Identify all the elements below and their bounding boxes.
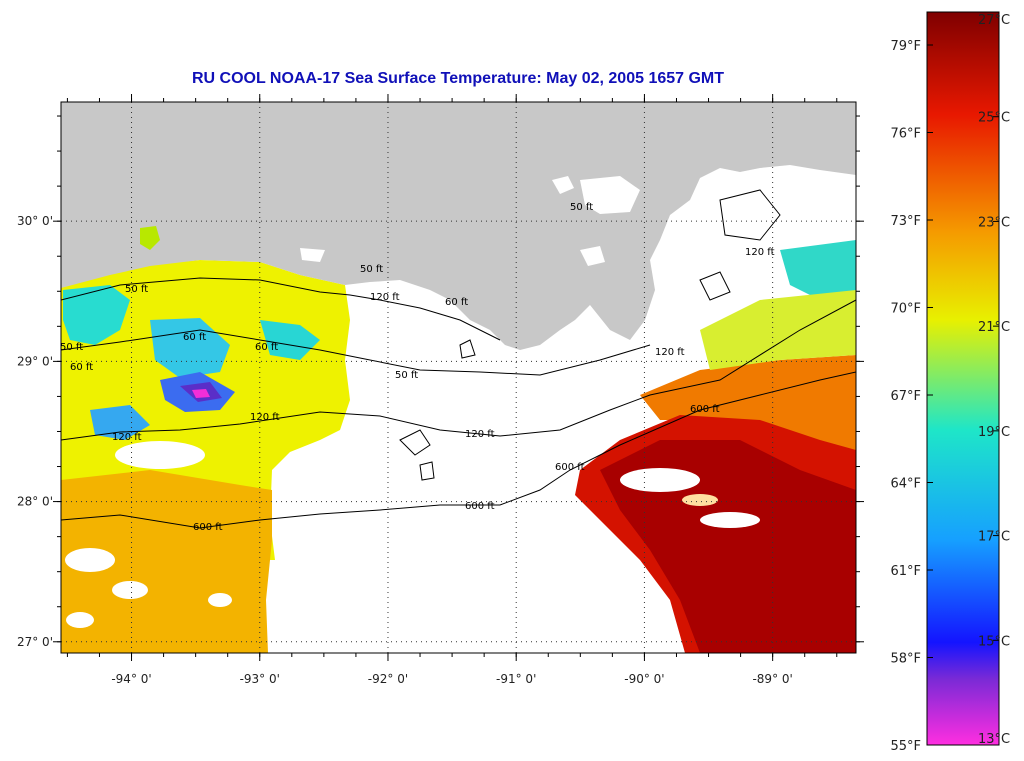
land-island <box>580 246 605 266</box>
contour-label: 60 ft <box>255 342 278 353</box>
colorbar-fahrenheit-label: 70°F <box>890 302 921 317</box>
colorbar-fahrenheit-label: 73°F <box>890 214 921 229</box>
sst-zone-23c <box>640 355 856 460</box>
colorbar-ramp <box>926 11 1000 746</box>
sst-image: 50 ft 50 ft 60 ft 60 ft 60 ft 50 ft 120 … <box>60 102 856 653</box>
contour-label: 120 ft <box>370 292 400 303</box>
sst-zone-21c <box>700 290 856 370</box>
cloud-gap <box>112 581 148 599</box>
contour-600ft <box>61 371 856 529</box>
contour-label: 600 ft <box>193 522 223 533</box>
lon-tick-label: -89° 0' <box>752 672 792 686</box>
cloud-gap <box>620 468 700 492</box>
colorbar-celsius-label: 21°C <box>978 320 1010 335</box>
map-axes <box>53 94 864 661</box>
lake <box>140 226 160 250</box>
bathymetry-contours <box>61 189 856 529</box>
cloud-gap <box>682 494 718 506</box>
cloud-gap <box>65 548 115 572</box>
contour-label-layer: 50 ft 50 ft 60 ft 60 ft 60 ft 50 ft 120 … <box>60 202 775 533</box>
map-title: RU COOL NOAA-17 Sea Surface Temperature:… <box>191 70 725 87</box>
contour-label: 50 ft <box>125 284 148 295</box>
colorbar-fahrenheit-label: 67°F <box>890 389 921 404</box>
lon-tick-label: -93° 0' <box>240 672 280 686</box>
lat-tick-label: 29° 0' <box>17 354 53 368</box>
sst-zone-19c <box>63 285 130 345</box>
contour-label: 600 ft <box>690 404 720 415</box>
land-island <box>552 176 574 194</box>
temperature-colorbar: 27°C 25°C 23°C 21°C 19°C 17°C 15°C 13°C 79°F 76°F… <box>890 11 1010 754</box>
sst-zone-19c <box>260 320 320 360</box>
lon-tick-label: -94° 0' <box>111 672 151 686</box>
contour-label: 120 ft <box>745 247 775 258</box>
colorbar-celsius-label: 25°C <box>978 111 1010 126</box>
colorbar-celsius-label: 13°C <box>978 732 1010 747</box>
colorbar-celsius-label: 19°C <box>978 425 1010 440</box>
sst-zone-13c <box>192 389 210 398</box>
land-mass <box>61 102 856 350</box>
contour-50ft <box>61 277 501 341</box>
lon-tick-label: -91° 0' <box>496 672 536 686</box>
lat-tick-label: 27° 0' <box>17 635 53 649</box>
contour-120ft <box>61 299 856 441</box>
axis-tick-labels: -94° 0' -93° 0' -92° 0' -91° 0' -90° 0' -89° … <box>17 214 793 686</box>
graticule <box>61 102 856 653</box>
contour-label: 50 ft <box>395 370 418 381</box>
cloud-gap <box>208 593 232 607</box>
contour-60ft <box>61 329 651 376</box>
colorbar-celsius-label: 15°C <box>978 634 1010 649</box>
colorbar-fahrenheit-label: 55°F <box>890 739 921 754</box>
colorbar-celsius-label: 23°C <box>978 215 1010 230</box>
colorbar-celsius-label: 27°C <box>978 13 1010 28</box>
colorbar-fahrenheit-label: 58°F <box>890 652 921 667</box>
cloud-gap <box>66 612 94 628</box>
lat-tick-label: 28° 0' <box>17 495 53 509</box>
lon-tick-label: -92° 0' <box>368 672 408 686</box>
contour-label: 600 ft <box>555 462 585 473</box>
colorbar-fahrenheit-label: 79°F <box>890 39 921 54</box>
cloud-gap <box>115 441 205 469</box>
contour-label: 50 ft <box>60 342 83 353</box>
sst-zone-19c <box>780 240 856 300</box>
contour-label: 50 ft <box>570 202 593 213</box>
cloud-gap <box>700 512 760 528</box>
contour-label: 120 ft <box>250 412 280 423</box>
colorbar-fahrenheit-label: 76°F <box>890 127 921 142</box>
contour-label: 60 ft <box>70 362 93 373</box>
contour-label: 120 ft <box>655 347 685 358</box>
contour-label: 600 ft <box>465 501 495 512</box>
lon-tick-label: -90° 0' <box>624 672 664 686</box>
lat-tick-label: 30° 0' <box>17 214 53 228</box>
colorbar-fahrenheit-label: 64°F <box>890 477 921 492</box>
contour-islands <box>399 189 781 481</box>
colorbar-celsius-label: 17°C <box>978 530 1010 545</box>
plot-frame <box>60 101 857 654</box>
colorbar-fahrenheit-label: 61°F <box>890 564 921 579</box>
sst-zone-19c <box>150 318 230 378</box>
land-island <box>580 176 640 214</box>
land-island <box>300 248 325 262</box>
sst-zone-27c <box>600 440 856 653</box>
contour-label: 50 ft <box>360 264 383 275</box>
contour-label: 60 ft <box>445 297 468 308</box>
contour-label: 60 ft <box>183 332 206 343</box>
contour-label: 120 ft <box>112 432 142 443</box>
contour-label: 120 ft <box>465 429 495 440</box>
